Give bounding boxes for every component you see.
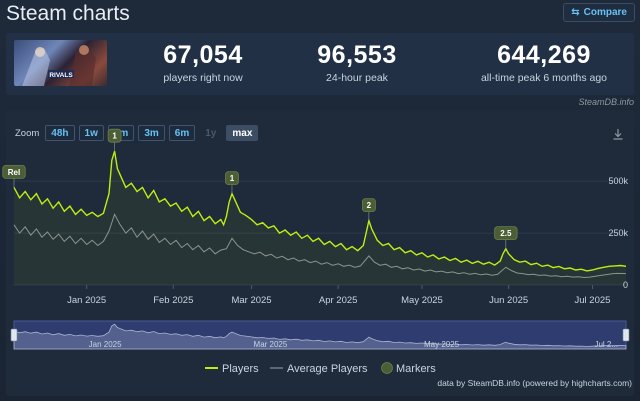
x-axis-ticks: Jan 2025 Feb 2025 Mar 2025 Apr 2025 May 2025…	[67, 285, 610, 306]
marker-flag	[107, 128, 122, 143]
zoom-48h-button[interactable]: 48h	[45, 125, 75, 141]
stat-all-time-peak: 644,269 all-time peak 6 months ago	[469, 41, 619, 84]
zoom-1y-button: 1y	[205, 127, 217, 139]
page-title: Steam charts	[6, 2, 130, 25]
stat-label: players right now	[163, 72, 243, 84]
marker-flag	[362, 198, 376, 213]
legend-symbol-markers	[381, 362, 393, 374]
marker-label: 1	[230, 174, 235, 183]
marker-label: 1	[112, 132, 117, 141]
legend-label-markers: Markers	[396, 363, 436, 375]
svg-text:RIVALS: RIVALS	[49, 72, 73, 79]
marker-label: Rel	[8, 168, 20, 177]
game-thumbnail[interactable]: RIVALS	[14, 40, 107, 86]
x-tick-label: Feb 2025	[153, 295, 193, 306]
x-tick-label: Mar 2025	[231, 295, 271, 306]
zoom-1w-button[interactable]: 1w	[78, 125, 104, 141]
navigator: Jan 2025 Mar 2025 May 2025 Jul 2...	[10, 320, 630, 350]
grid-layer	[14, 180, 626, 286]
stat-label: 24-hour peak	[326, 72, 388, 84]
y-axis-ticks: 0 250k 500k	[608, 176, 628, 290]
download-icon[interactable]	[612, 128, 624, 140]
markers-layer: Rel 1 1 2 2.5	[2, 128, 518, 249]
steamdb-credit[interactable]: SteamDB.info	[578, 97, 634, 107]
x-tick-label: Jan 2025	[67, 295, 106, 306]
navigator-series	[13, 323, 627, 350]
x-tick-label: Apr 2025	[319, 295, 358, 306]
x-tick-label: Jul 2025	[575, 295, 611, 306]
stat-value: 644,269	[497, 41, 591, 69]
players-line	[13, 150, 627, 272]
marker-flag	[2, 164, 26, 179]
marker-label: 2	[367, 201, 372, 210]
navigator-handle-left[interactable]	[10, 328, 18, 342]
navigator-tick-label: May 2025	[424, 340, 460, 349]
stat-current-players: 67,054 players right now	[144, 41, 262, 84]
zoom-6m-button[interactable]: 6m	[168, 125, 196, 141]
zoom-label: Zoom	[15, 127, 40, 139]
legend-label-players: Players	[222, 363, 259, 375]
marker-label: 2.5	[500, 229, 512, 238]
players-area	[14, 151, 626, 285]
stat-label: all-time peak 6 months ago	[480, 72, 608, 84]
navigator-tick-label: Jul 2...	[594, 340, 618, 349]
average-players-line	[13, 213, 627, 279]
legend-item-players[interactable]: Players	[205, 363, 259, 375]
navigator-tick-label: Jan 2025	[89, 340, 122, 349]
game-art-icon: RIVALS	[22, 45, 96, 86]
players-series-layer	[13, 150, 627, 285]
stat-value: 96,553	[317, 41, 397, 69]
marker-flag	[494, 226, 518, 241]
compare-icon: ⇆	[571, 7, 580, 18]
compare-label: Compare	[583, 7, 627, 18]
y-tick-label: 0	[623, 280, 628, 290]
legend-label-average: Average Players	[287, 363, 368, 375]
average-series-layer	[13, 213, 627, 279]
navigator-tick-label: Mar 2025	[254, 340, 288, 349]
stats-panel: RIVALS 67,054 players right now 96,553 2…	[6, 33, 634, 95]
legend-item-average[interactable]: Average Players	[270, 363, 368, 375]
compare-button[interactable]: ⇆ Compare	[563, 3, 635, 22]
legend: Players Average Players Markers	[205, 362, 437, 376]
zoom-max-button[interactable]: max	[226, 125, 259, 141]
navigator-handle-right[interactable]	[622, 328, 630, 342]
stat-24h-peak: 96,553 24-hour peak	[298, 41, 416, 84]
y-tick-label: 250k	[608, 228, 628, 238]
marker-flag	[225, 171, 239, 186]
zoom-3m-button[interactable]: 3m	[138, 125, 165, 141]
stat-value: 67,054	[163, 41, 243, 69]
x-tick-label: May 2025	[401, 295, 443, 306]
x-tick-label: Jun 2025	[489, 295, 528, 306]
header: Steam charts ⇆ Compare	[0, 0, 640, 28]
legend-item-markers[interactable]: Markers	[381, 362, 437, 376]
y-tick-label: 500k	[608, 176, 628, 186]
highcharts-credit[interactable]: data by SteamDB.info (powered by highcha…	[437, 378, 632, 388]
